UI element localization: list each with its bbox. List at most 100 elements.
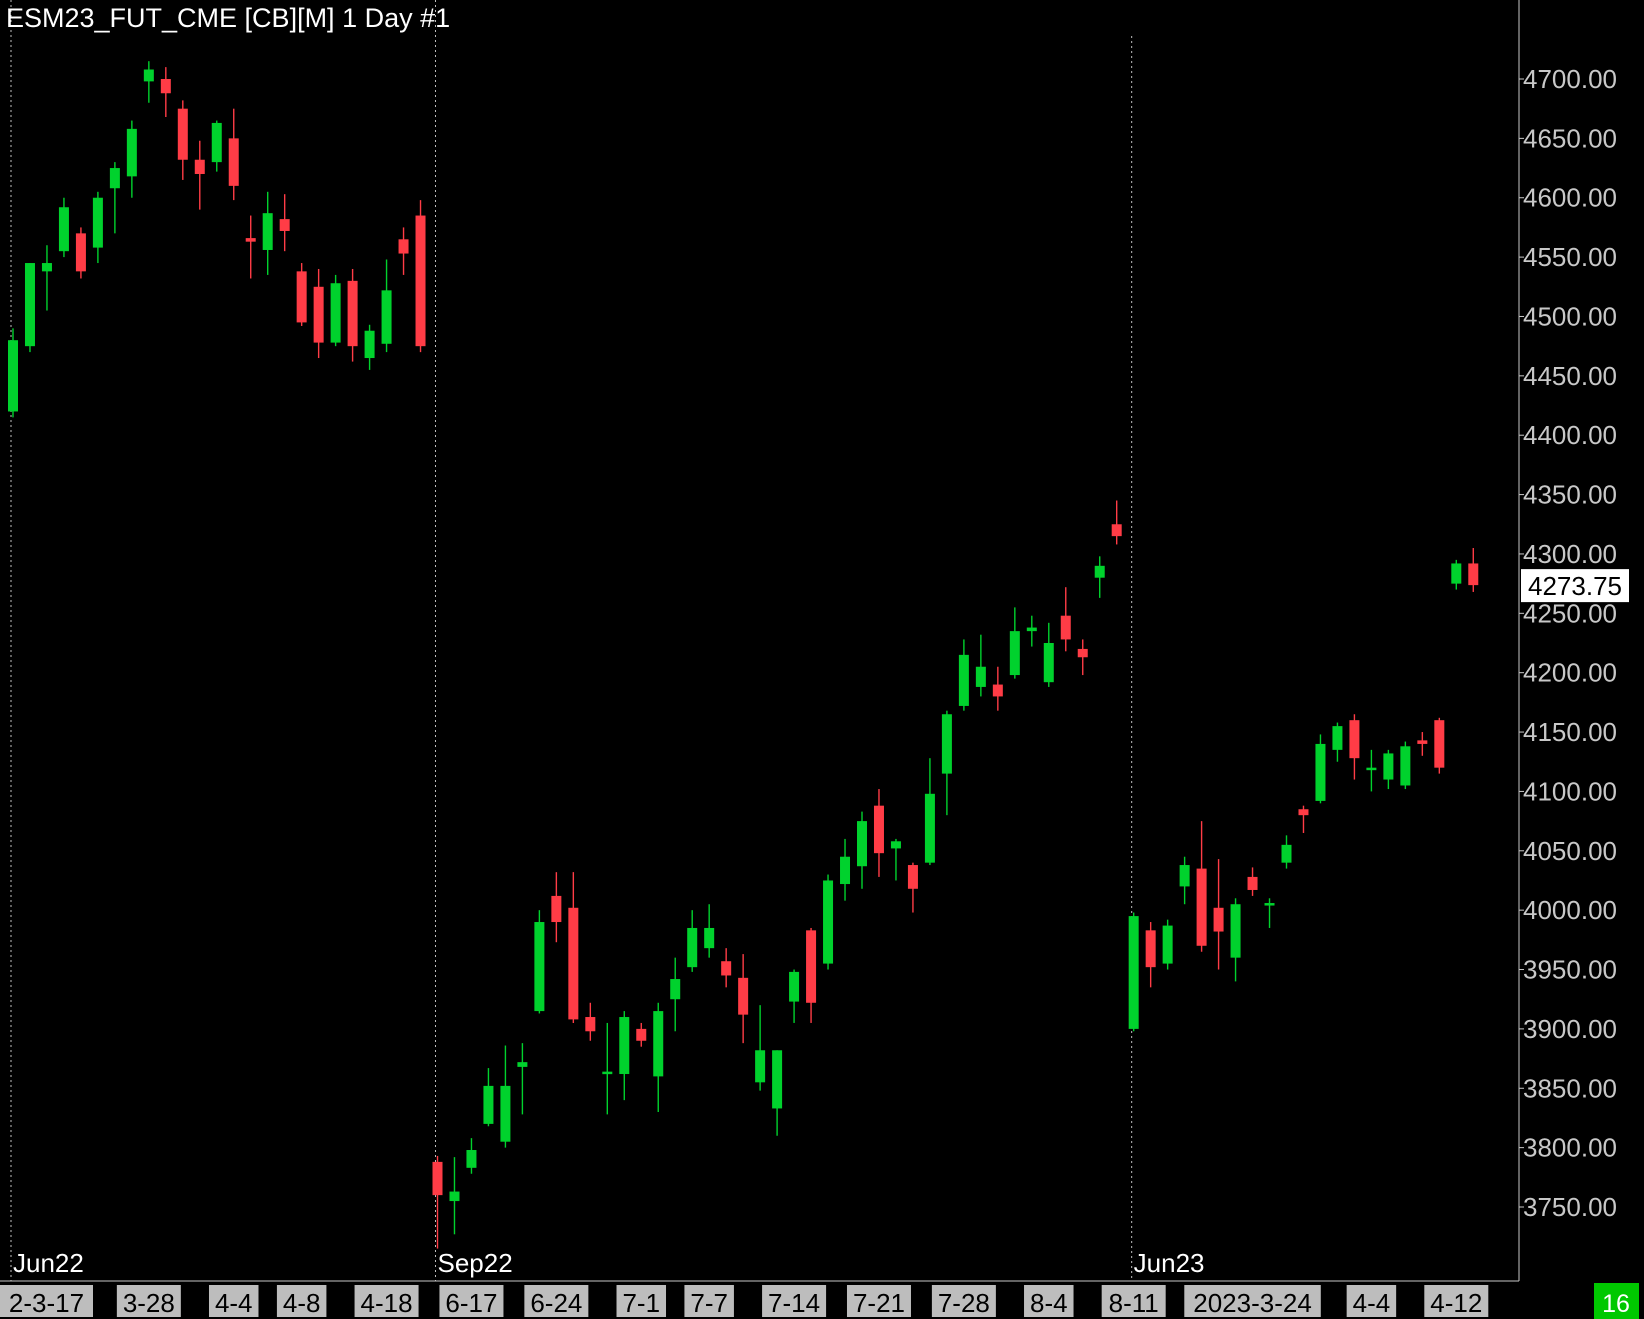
last-price-label: 4273.75 (1521, 569, 1629, 603)
time-label-box (524, 1285, 589, 1317)
time-tick-label: 8-11 (1109, 1288, 1159, 1318)
candle (177, 100, 188, 180)
candle-body (364, 330, 375, 359)
time-label-box (931, 1285, 996, 1317)
candle-body (483, 1085, 494, 1124)
candle-body (840, 856, 851, 885)
candle (636, 1022, 647, 1047)
candle (262, 191, 273, 275)
candle (398, 227, 409, 275)
candle (1179, 856, 1190, 905)
candle-body (619, 1017, 630, 1075)
price-tick-label: 4000.00 (1523, 895, 1617, 925)
candle-body (1145, 930, 1156, 968)
candle (1009, 607, 1020, 679)
candle-body (1179, 865, 1190, 887)
candle-body (1162, 925, 1173, 964)
candle (1196, 821, 1207, 952)
candle (313, 268, 324, 359)
candle (670, 957, 681, 1032)
candle-body (58, 207, 69, 252)
time-tick-label: 3-28 (123, 1288, 175, 1318)
candle-body (1077, 648, 1088, 658)
time-label-box (1184, 1285, 1321, 1317)
candle (279, 194, 290, 252)
price-tick-label: 4200.00 (1523, 658, 1617, 688)
contract-dividers (10, 0, 1133, 1281)
candle (211, 120, 222, 172)
candle-body (398, 239, 409, 254)
time-tick-label: 2023-3-24 (1193, 1288, 1312, 1318)
candle-body (1383, 753, 1394, 780)
candle-body (1111, 524, 1122, 537)
candle-body (534, 922, 545, 1012)
candle-body (1468, 563, 1479, 586)
candle (160, 67, 171, 117)
candle-body (602, 1071, 613, 1075)
time-label-box (439, 1285, 504, 1317)
candle-body (924, 793, 935, 863)
candle-body (806, 930, 817, 1003)
bar-count-box (1594, 1283, 1639, 1319)
candle (1281, 835, 1292, 869)
last-price-box (1521, 569, 1629, 603)
candle-body (211, 122, 222, 163)
candle (857, 811, 867, 889)
candle (873, 789, 884, 877)
candle-body (109, 168, 120, 189)
candle-body (1451, 563, 1462, 584)
time-label-box (1346, 1285, 1397, 1317)
candle (721, 948, 732, 988)
candle (1162, 919, 1173, 970)
candle (24, 263, 35, 353)
candle (1026, 615, 1037, 647)
time-label-box (1024, 1285, 1074, 1317)
candle-body (347, 280, 358, 347)
candle (432, 1155, 443, 1249)
candle (1264, 898, 1275, 928)
candle (58, 197, 69, 258)
time-label-box (1101, 1285, 1166, 1317)
candle-body (92, 197, 103, 248)
candle (483, 1068, 494, 1127)
candle-body (551, 895, 562, 923)
candle (1366, 749, 1377, 792)
candle-body (992, 684, 1003, 697)
candle-body (177, 108, 188, 160)
candle (1111, 500, 1122, 545)
candle (8, 328, 18, 418)
candle (1060, 587, 1071, 652)
candle-body (738, 977, 749, 1015)
contract-marker-label: Jun23 (1134, 1248, 1205, 1278)
candle (772, 1050, 783, 1136)
candle (1349, 714, 1360, 780)
candle (75, 227, 86, 279)
bar-count-value: 16 (1602, 1290, 1630, 1318)
price-tick-label: 4250.00 (1523, 598, 1617, 628)
time-tick-label: 2-3-17 (9, 1288, 84, 1318)
candle (789, 969, 800, 1023)
chart-title: ESM23_FUT_CME [CB][M] 1 Day #1 (6, 3, 450, 33)
candle-body (466, 1150, 477, 1168)
candle (585, 1002, 596, 1041)
candle (449, 1157, 460, 1235)
candle (1315, 734, 1326, 804)
price-tick-label: 4500.00 (1523, 301, 1617, 331)
candle (924, 758, 935, 866)
candle-body (381, 290, 392, 344)
candle (1094, 556, 1105, 598)
candle (1400, 741, 1411, 790)
price-axis[interactable]: 3750.00 3800.00 3850.00 3900.00 3950.00 4000.… (1519, 64, 1617, 1222)
price-tick-label: 4650.00 (1523, 123, 1617, 153)
candle (364, 324, 375, 370)
time-label-box (208, 1285, 259, 1317)
time-tick-label: 7-1 (622, 1288, 660, 1318)
candle-body (8, 340, 18, 412)
candle (653, 1002, 664, 1113)
candle-body (1315, 743, 1326, 801)
time-axis[interactable]: 2-3-17 3-28 4-4 4-8 4-18 6-17 6-24 7-1 7-7 7-14 7-… (0, 1285, 1489, 1318)
candle (500, 1045, 511, 1148)
candle (1434, 717, 1445, 774)
price-tick-label: 4100.00 (1523, 776, 1617, 806)
